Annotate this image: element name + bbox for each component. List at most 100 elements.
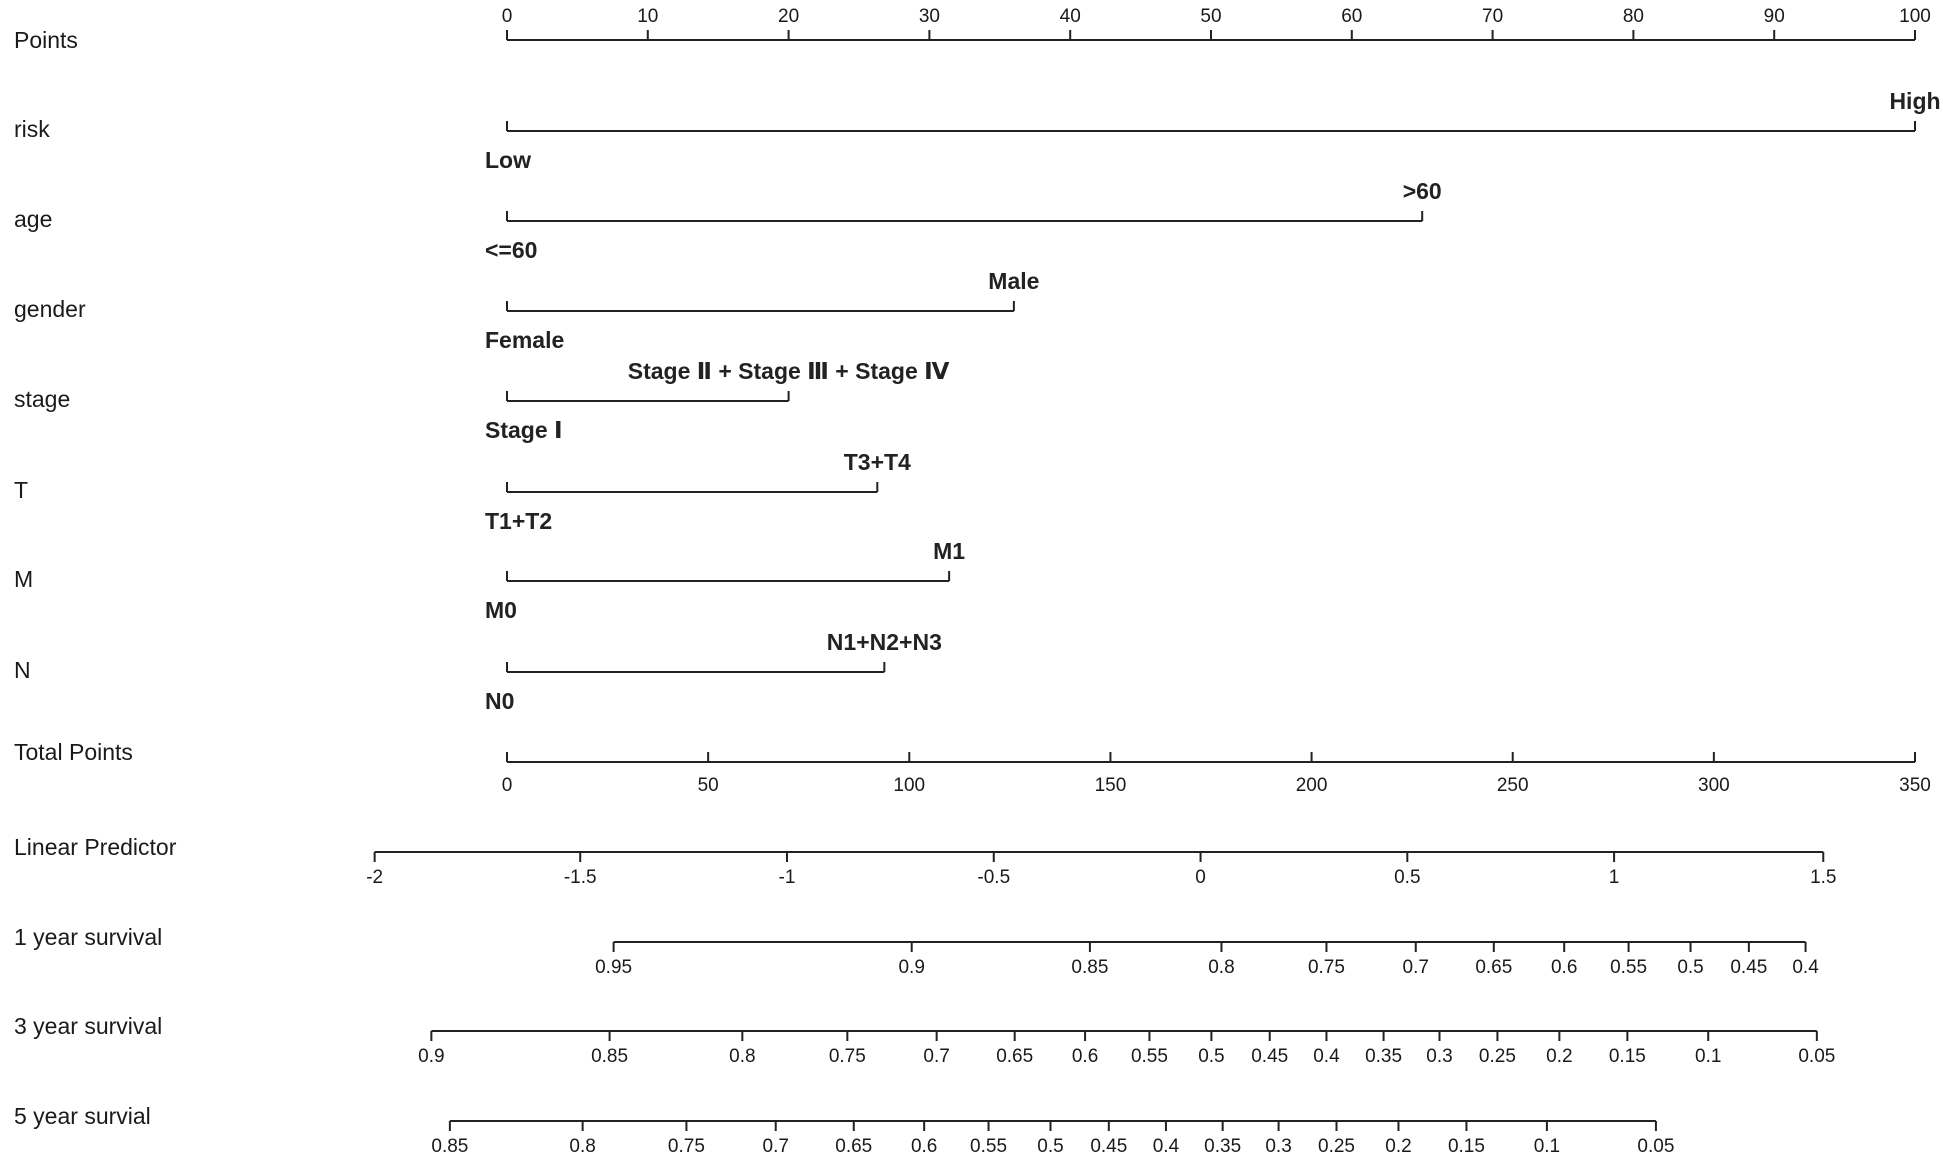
tick-label: 0.15: [1448, 1136, 1485, 1157]
row-label: gender: [14, 296, 86, 322]
tick-label: 0.05: [1798, 1046, 1835, 1067]
tick-label: 50: [1200, 6, 1221, 27]
tick-label: 0.2: [1385, 1136, 1411, 1157]
tick-label: 0.9: [418, 1046, 444, 1067]
tick-label: -2: [366, 867, 383, 888]
tick-label: 10: [637, 6, 658, 27]
tick-label: 250: [1497, 775, 1529, 796]
row-label: Total Points: [14, 739, 133, 765]
tick-label: 0.3: [1265, 1136, 1291, 1157]
level-label: T3+T4: [844, 449, 911, 475]
tick-label: 0.6: [1072, 1046, 1098, 1067]
level-label: <=60: [485, 237, 537, 263]
tick-label: 0.75: [668, 1136, 705, 1157]
row-label: 5 year survial: [14, 1103, 151, 1129]
tick-label: 0.8: [569, 1136, 595, 1157]
tick-label: 0.7: [923, 1046, 949, 1067]
tick-label: 70: [1482, 6, 1503, 27]
level-label: Female: [485, 327, 564, 353]
tick-label: 150: [1095, 775, 1127, 796]
tick-label: 100: [1899, 6, 1931, 27]
level-label: >60: [1403, 178, 1442, 204]
tick-label: 0: [502, 6, 513, 27]
tick-label: 0.5: [1394, 867, 1420, 888]
level-label: M0: [485, 597, 517, 623]
tick-label: 0.55: [1131, 1046, 1168, 1067]
row-label: 3 year survival: [14, 1013, 162, 1039]
tick-label: 0.75: [829, 1046, 866, 1067]
tick-label: 0.15: [1609, 1046, 1646, 1067]
tick-label: 0.85: [591, 1046, 628, 1067]
tick-label: 90: [1764, 6, 1785, 27]
tick-label: 0.65: [1475, 957, 1512, 978]
row-label: Points: [14, 27, 78, 53]
row-label: age: [14, 206, 52, 232]
tick-label: 0.95: [595, 957, 632, 978]
tick-label: 0.35: [1204, 1136, 1241, 1157]
tick-label: 40: [1060, 6, 1081, 27]
tick-label: 0.85: [1071, 957, 1108, 978]
row-label: T: [14, 477, 28, 503]
tick-label: 0.3: [1426, 1046, 1452, 1067]
tick-label: 0.7: [1403, 957, 1429, 978]
tick-label: 350: [1899, 775, 1931, 796]
tick-label: 0.7: [763, 1136, 789, 1157]
tick-label: 0.55: [970, 1136, 1007, 1157]
level-label: N1+N2+N3: [827, 629, 942, 655]
tick-label: 100: [893, 775, 925, 796]
tick-label: 0.9: [898, 957, 924, 978]
tick-label: 300: [1698, 775, 1730, 796]
level-label: T1+T2: [485, 508, 552, 534]
tick-label: 0.4: [1792, 957, 1819, 978]
tick-label: 50: [698, 775, 719, 796]
tick-label: -0.5: [977, 867, 1010, 888]
level-label: High: [1889, 88, 1940, 114]
level-label: Stage Ⅱ + Stage Ⅲ + Stage Ⅳ: [628, 358, 950, 384]
tick-label: 0.75: [1308, 957, 1345, 978]
tick-label: 20: [778, 6, 799, 27]
row-label: 1 year survival: [14, 924, 162, 950]
tick-label: 0.55: [1610, 957, 1647, 978]
row-label: risk: [14, 116, 50, 142]
tick-label: 60: [1341, 6, 1362, 27]
level-label: Stage Ⅰ: [485, 417, 563, 443]
tick-label: 0.45: [1730, 957, 1767, 978]
tick-label: 0.5: [1198, 1046, 1224, 1067]
tick-label: 1.5: [1810, 867, 1836, 888]
tick-label: 0.05: [1637, 1136, 1674, 1157]
tick-label: 0.5: [1037, 1136, 1063, 1157]
tick-label: 0.1: [1695, 1046, 1721, 1067]
tick-label: 0.1: [1534, 1136, 1560, 1157]
tick-label: 0.2: [1546, 1046, 1572, 1067]
tick-label: 0.25: [1479, 1046, 1516, 1067]
row-label: M: [14, 566, 33, 592]
tick-label: 0: [1195, 867, 1206, 888]
level-label: Male: [988, 268, 1039, 294]
tick-label: 0: [502, 775, 513, 796]
tick-label: 0.65: [835, 1136, 872, 1157]
tick-label: 0.8: [729, 1046, 755, 1067]
tick-label: -1: [779, 867, 796, 888]
tick-label: 0.85: [431, 1136, 468, 1157]
tick-label: 0.6: [911, 1136, 937, 1157]
row-label: stage: [14, 386, 70, 412]
tick-label: 1: [1609, 867, 1620, 888]
tick-label: 0.8: [1208, 957, 1234, 978]
tick-label: 0.45: [1090, 1136, 1127, 1157]
level-label: M1: [933, 538, 965, 564]
row-label: N: [14, 657, 31, 683]
tick-label: 30: [919, 6, 940, 27]
tick-label: 0.25: [1318, 1136, 1355, 1157]
tick-label: 0.35: [1365, 1046, 1402, 1067]
tick-label: 0.6: [1551, 957, 1577, 978]
tick-label: 0.65: [996, 1046, 1033, 1067]
level-label: N0: [485, 688, 514, 714]
tick-label: 80: [1623, 6, 1644, 27]
level-label: Low: [485, 147, 531, 173]
tick-label: 0.4: [1153, 1136, 1180, 1157]
tick-label: 200: [1296, 775, 1328, 796]
tick-label: 0.45: [1251, 1046, 1288, 1067]
row-label: Linear Predictor: [14, 834, 177, 860]
tick-label: -1.5: [564, 867, 597, 888]
